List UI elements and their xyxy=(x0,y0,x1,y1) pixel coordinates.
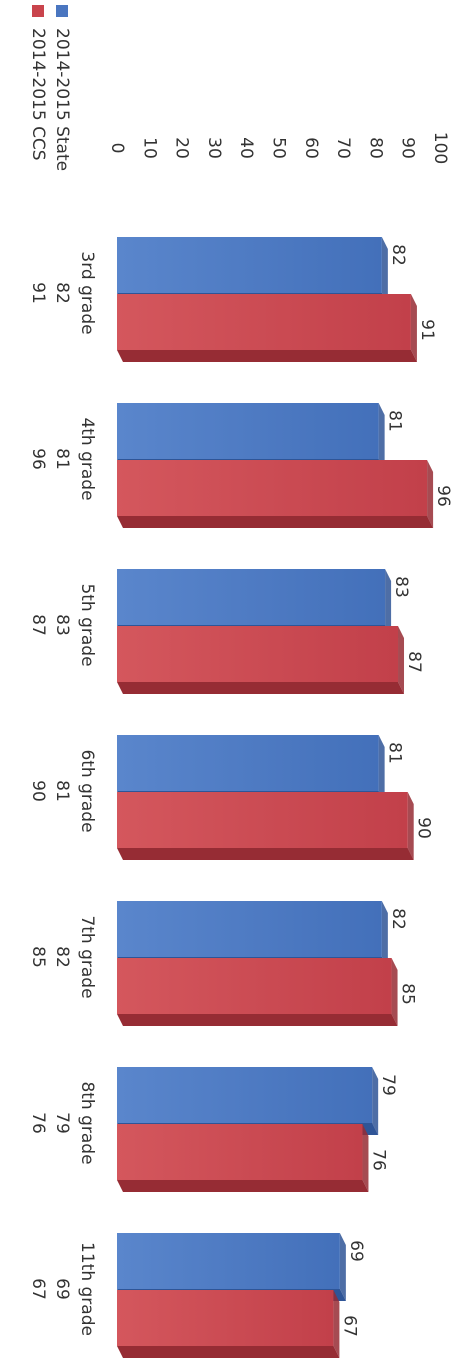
table-cell-value: 79 xyxy=(52,1112,72,1134)
bar-data-label: 96 xyxy=(433,485,453,507)
bar-end-face xyxy=(381,237,388,305)
bar-front-face xyxy=(117,626,399,682)
category-label: 5th grade xyxy=(77,583,97,666)
bar-front-face xyxy=(117,1233,340,1289)
bar-end-face xyxy=(385,569,392,637)
bar-depth-face xyxy=(117,350,417,362)
table-cell-value: 76 xyxy=(28,1112,48,1134)
bar-end-face xyxy=(339,1233,346,1301)
bar-end-face xyxy=(362,1124,369,1192)
bar-depth-face xyxy=(117,682,405,694)
bar-front-face xyxy=(117,792,408,848)
bar-depth-face xyxy=(117,516,434,528)
bar-front-face xyxy=(117,1124,363,1180)
bar-data-label: 82 xyxy=(388,244,408,266)
bar-end-face xyxy=(372,1067,379,1135)
bar-depth-face xyxy=(117,848,414,860)
bar-ccs: 85 xyxy=(117,958,418,1026)
bar-ccs: 91 xyxy=(117,294,437,362)
value-axis-tick-label: 60 xyxy=(301,137,321,159)
table-cell-value: 91 xyxy=(28,282,48,304)
category-label: 3rd grade xyxy=(77,251,97,334)
bar-end-face xyxy=(378,403,385,471)
bar-ccs: 96 xyxy=(117,460,453,528)
value-axis-tick-label: 90 xyxy=(398,137,418,159)
legend-swatch xyxy=(32,5,44,17)
bar-data-label: 90 xyxy=(414,817,434,839)
bar-front-face xyxy=(117,901,382,957)
bar-end-face xyxy=(391,958,398,1026)
bar-data-label: 82 xyxy=(388,908,408,930)
bar-data-label: 67 xyxy=(339,1315,359,1337)
bar-end-face xyxy=(381,901,388,969)
category-label: 8th grade xyxy=(77,1081,97,1164)
category-label: 11th grade xyxy=(77,1242,97,1336)
bar-data-label: 85 xyxy=(398,983,418,1005)
bar-ccs: 76 xyxy=(117,1124,388,1192)
bar-end-face xyxy=(333,1290,340,1358)
value-axis-tick-label: 70 xyxy=(333,137,353,159)
value-axis-tick-label: 50 xyxy=(269,137,289,159)
value-axis-tick-label: 10 xyxy=(139,137,159,159)
bar-ccs: 67 xyxy=(117,1290,359,1358)
category-label: 6th grade xyxy=(77,749,97,832)
value-axis-tick-label: 80 xyxy=(365,137,385,159)
legend-swatch xyxy=(56,5,68,17)
bar-depth-face xyxy=(117,1014,398,1026)
bar-depth-face xyxy=(117,1180,369,1192)
bar-end-face xyxy=(407,792,414,860)
value-axis-tick-label: 0 xyxy=(107,143,127,154)
legend-label: 2014-2015 CCS xyxy=(28,28,48,161)
bar-front-face xyxy=(117,735,379,791)
bar-data-label: 87 xyxy=(404,651,424,673)
table-cell-value: 81 xyxy=(52,780,72,802)
plot-area: 82 91 81 96 83 87 81 90 82 85 79 76 69 67 xyxy=(117,237,453,1358)
bar-end-face xyxy=(410,294,417,362)
table-cell-value: 69 xyxy=(52,1278,72,1300)
bar-front-face xyxy=(117,294,411,350)
table-cell-value: 90 xyxy=(28,780,48,802)
value-axis-tick-label: 20 xyxy=(172,137,192,159)
bar-front-face xyxy=(117,1290,334,1346)
table-cell-value: 83 xyxy=(52,614,72,636)
bar-data-label: 76 xyxy=(368,1149,388,1171)
category-label: 4th grade xyxy=(77,417,97,500)
bar-depth-face xyxy=(117,1346,340,1358)
category-label: 7th grade xyxy=(77,915,97,998)
table-cell-value: 81 xyxy=(52,448,72,470)
bar-front-face xyxy=(117,1067,373,1123)
value-axis-tick-label: 100 xyxy=(430,132,450,164)
value-axis: 0 10 20 30 40 50 60 70 80 90 100 xyxy=(107,132,450,164)
legend-label: 2014-2015 State xyxy=(52,28,72,171)
bar-data-label: 79 xyxy=(378,1074,398,1096)
bar-end-face xyxy=(398,626,405,694)
bar-ccs: 87 xyxy=(117,626,424,694)
bar-end-face xyxy=(427,460,434,528)
value-axis-tick-label: 40 xyxy=(236,137,256,159)
bar-data-label: 91 xyxy=(417,319,437,341)
bar-data-label: 81 xyxy=(385,742,405,764)
bar-front-face xyxy=(117,460,428,516)
bar-front-face xyxy=(117,237,382,293)
table-cell-value: 82 xyxy=(52,282,72,304)
bar-front-face xyxy=(117,569,386,625)
bar-end-face xyxy=(378,735,385,803)
table-cell-value: 96 xyxy=(28,448,48,470)
value-axis-tick-label: 30 xyxy=(204,137,224,159)
bar-data-label: 83 xyxy=(391,576,411,598)
table-cell-value: 67 xyxy=(28,1278,48,1300)
table-cell-value: 87 xyxy=(28,614,48,636)
table-cell-value: 85 xyxy=(28,946,48,968)
bar-data-label: 81 xyxy=(385,410,405,432)
bar-data-label: 69 xyxy=(346,1240,366,1262)
bar-ccs: 90 xyxy=(117,792,434,860)
bar-front-face xyxy=(117,403,379,459)
table-cell-value: 82 xyxy=(52,946,72,968)
bar-front-face xyxy=(117,958,392,1014)
